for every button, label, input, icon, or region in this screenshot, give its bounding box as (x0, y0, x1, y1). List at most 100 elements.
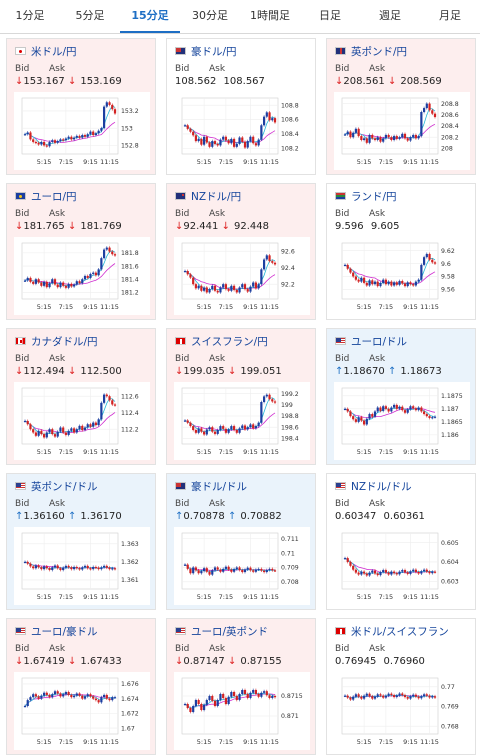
candle-body (243, 425, 247, 430)
candle-body (222, 426, 225, 429)
pair-name-link[interactable]: NZドル/ドル (335, 479, 412, 493)
pair-card[interactable]: NZドル/ドル Bid Ask 0.60347 0.60361 5:15 7:15 9:15… (326, 473, 476, 610)
candle-body (230, 426, 233, 430)
candle-body (29, 697, 32, 701)
pair-card[interactable]: ユーロ/円 Bid Ask ↓181.765 ↓ 181.769 5:15 7:15 9:15… (6, 183, 156, 320)
moving-average-long (24, 412, 116, 434)
candle-body (403, 283, 407, 287)
pair-card[interactable]: ユーロ/英ポンド Bid Ask ↓0.87147 ↓ 0.87155 5:15 7:15 9… (166, 618, 316, 755)
pair-card[interactable]: 米ドル/スイスフラン Bid Ask 0.76945 0.76960 5:15 7:15 9… (326, 618, 476, 755)
bid-value: 1.67419 (23, 656, 65, 667)
tab-5[interactable]: 日足 (319, 9, 341, 22)
tab-3[interactable]: 30分足 (192, 9, 228, 22)
tab-2[interactable]: 15分足 (120, 0, 180, 33)
y-tick-label: 0.605 (441, 540, 459, 547)
pair-card[interactable]: 豪ドル/ドル Bid Ask ↑0.70878 ↑ 0.70882 5:15 7:15 9:1… (166, 473, 316, 610)
pair-card[interactable]: 英ポンド/ドル Bid Ask ↑1.36160 ↑ 1.36170 5:15 7:15 9:… (6, 473, 156, 610)
candle-body (365, 282, 368, 286)
pair-card[interactable]: 米ドル/円 Bid Ask ↓153.167 ↓ 153.169 5:15 7:15 9:15… (6, 38, 156, 175)
candle-body (346, 558, 349, 562)
x-tick-label: 9:15 (243, 593, 258, 601)
pair-name-link[interactable]: 豪ドル/円 (175, 44, 237, 58)
candle-body (183, 420, 187, 422)
ask-value: 0.87155 (240, 656, 282, 667)
tab-0[interactable]: 1分足 (15, 9, 45, 22)
candle-body (360, 696, 363, 699)
candle-body (202, 136, 206, 145)
flag-icon (335, 482, 346, 490)
candle-body (420, 264, 423, 280)
tab-4[interactable]: 1時間足 (250, 9, 290, 22)
candle-body (70, 694, 73, 698)
pair-card[interactable]: カナダドル/円 Bid Ask ↓112.494 ↓ 112.500 5:15 7:15 9:… (6, 328, 156, 465)
pair-name-link[interactable]: 豪ドル/ドル (175, 479, 247, 493)
candle-body (83, 565, 87, 568)
bid-value: 0.70878 (183, 511, 225, 522)
arrow-down-icon: ↓ (15, 76, 24, 87)
flag-icon (15, 482, 26, 490)
candle-body (189, 422, 192, 427)
pair-name-link[interactable]: 米ドル/スイスフラン (335, 624, 449, 638)
candle-body (357, 279, 360, 282)
pair-name-link[interactable]: ユーロ/豪ドル (15, 624, 98, 638)
y-tick-label: 199 (281, 402, 293, 409)
pair-card[interactable]: ユーロ/ドル Bid Ask ↑1.18670 ↑ 1.18673 5:15 7:15 9:1… (326, 328, 476, 465)
pair-card[interactable]: NZドル/円 Bid Ask ↓92.441 ↓ 92.448 5:15 7:15 9:15 1… (166, 183, 316, 320)
y-tick-label: 181.8 (121, 250, 139, 257)
candle-body (406, 697, 409, 699)
candle-body (219, 694, 222, 700)
x-tick-label: 7:15 (219, 593, 234, 601)
candle-body (108, 396, 111, 401)
pair-name-link[interactable]: 米ドル/円 (15, 44, 77, 58)
tab-6[interactable]: 週足 (379, 9, 401, 22)
x-tick-label: 5:15 (357, 158, 372, 166)
candle-body (192, 567, 195, 574)
candle-body (362, 138, 366, 140)
y-tick-label: 92.4 (281, 265, 295, 272)
tab-7[interactable]: 月足 (439, 9, 461, 22)
pair-name-link[interactable]: スイスフラン/円 (175, 334, 268, 348)
candle-body (192, 426, 195, 430)
pair-name: NZドル/円 (191, 190, 242, 203)
y-tick-label: 112.6 (121, 393, 139, 400)
tab-1[interactable]: 5分足 (75, 9, 105, 22)
candle-body (26, 277, 29, 281)
candle-body (354, 276, 358, 280)
candle-body (379, 694, 382, 696)
pair-card[interactable]: 英ポンド/円 Bid Ask ↓208.561 ↓ 208.569 5:15 7:15 9:1… (326, 38, 476, 175)
candle-body (417, 136, 420, 139)
candle-body (398, 571, 401, 575)
pair-card[interactable]: ランド/円 Bid Ask 9.596 9.605 5:15 7:15 9:15 11:15 9… (326, 183, 476, 320)
candle-body (343, 558, 347, 560)
candle-body (200, 704, 203, 710)
pair-name-link[interactable]: ユーロ/英ポンド (175, 624, 268, 638)
mini-candle-chart: 5:15 7:15 9:15 11:15 9.62 9.6 9.58 9.56 (334, 237, 470, 315)
candle-body (271, 568, 274, 571)
moving-average-short (184, 397, 276, 433)
pair-name-link[interactable]: ユーロ/ドル (335, 334, 407, 348)
y-tick-label: 0.711 (281, 536, 299, 543)
candle-body (409, 137, 412, 141)
pair-name-link[interactable]: カナダドル/円 (15, 334, 98, 348)
candle-body (387, 693, 390, 696)
candle-body (72, 428, 76, 433)
pair-card[interactable]: スイスフラン/円 Bid Ask ↓199.035 ↓ 199.051 5:15 7:15 9… (166, 328, 316, 465)
pair-name-link[interactable]: ユーロ/円 (15, 189, 77, 203)
candle-body (360, 136, 363, 140)
pair-name-link[interactable]: NZドル/円 (175, 189, 241, 203)
candle-body (224, 136, 228, 141)
candle-body (406, 138, 409, 141)
ask-value: 0.60361 (383, 511, 425, 522)
pair-name-link[interactable]: ランド/円 (335, 189, 397, 203)
candle-body (213, 141, 217, 144)
pair-name-link[interactable]: 英ポンド/円 (335, 44, 407, 58)
pair-name-link[interactable]: 英ポンド/ドル (15, 479, 98, 493)
candle-body (37, 696, 40, 699)
candle-body (56, 141, 59, 143)
candle-body (257, 568, 260, 571)
pair-card[interactable]: ユーロ/豪ドル Bid Ask ↓1.67419 ↓ 1.67433 5:15 7:15 9:… (6, 618, 156, 755)
pair-card[interactable]: 豪ドル/円 Bid Ask 108.562 108.567 5:15 7:15 9:15 11… (166, 38, 316, 175)
pair-name: カナダドル/円 (31, 335, 98, 348)
price-row: ↓112.494 ↓ 112.500 (15, 366, 122, 377)
candle-body (273, 262, 277, 265)
